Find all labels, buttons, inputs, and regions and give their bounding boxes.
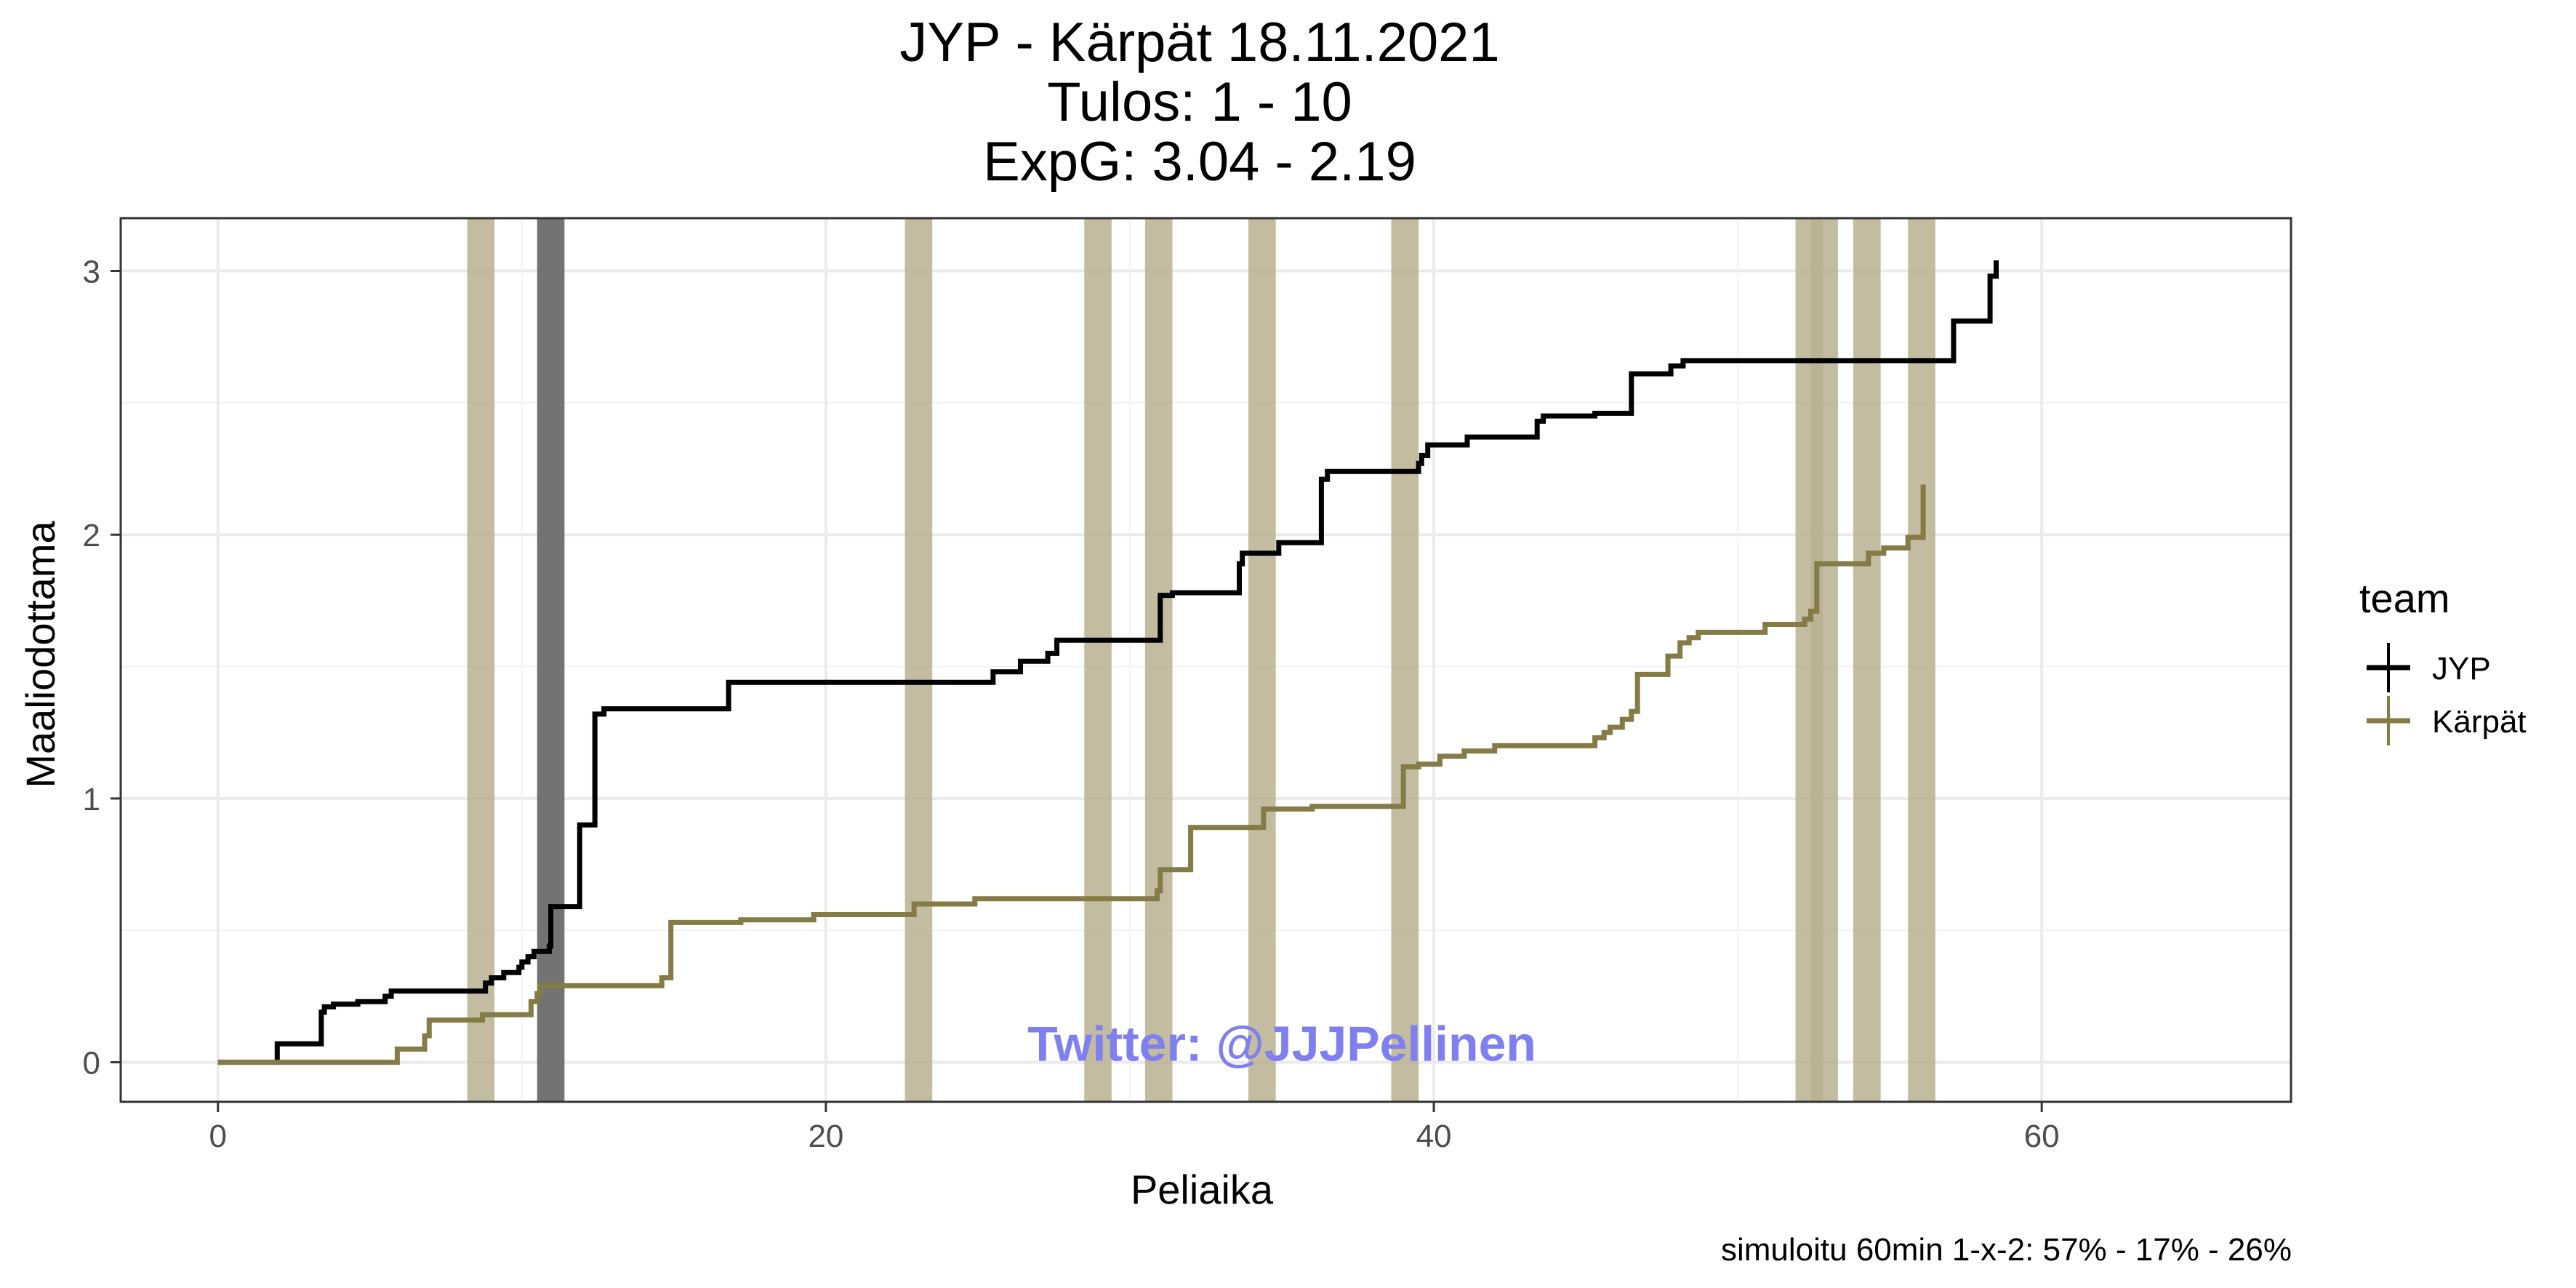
x-axis-title: Peliaika <box>1131 1167 1274 1212</box>
legend-item-karpat: Kärpät <box>2367 696 2527 745</box>
x-tick-label: 20 <box>808 1119 843 1154</box>
series-line-karpat <box>217 484 1926 1065</box>
y-axis-title: Maaliodottama <box>17 520 63 788</box>
plot-panel <box>121 218 2291 1102</box>
penalty-band-karpat <box>1248 218 1276 1102</box>
y-tick-label: 0 <box>83 1046 100 1081</box>
watermark-text: Twitter: @JJJPellinen <box>1027 1017 1536 1072</box>
x-axis-ticks: 0 20 40 60 <box>209 1102 2060 1154</box>
y-axis-ticks: 0 1 2 3 <box>83 255 121 1081</box>
penalty-band-karpat <box>467 218 495 1102</box>
x-tick-label: 40 <box>1416 1119 1452 1154</box>
penalty-band-karpat <box>1391 218 1419 1102</box>
plot-panel-border <box>119 217 2292 1103</box>
legend-item-jyp: JYP <box>2367 643 2491 692</box>
legend-label-karpat: Kärpät <box>2432 704 2527 740</box>
legend-title: team <box>2359 575 2450 621</box>
legend-label-jyp: JYP <box>2432 651 2491 687</box>
penalty-band-jyp <box>537 218 565 1102</box>
penalty-band-karpat <box>1084 218 1112 1102</box>
chart-title-line-2: Tulos: 1 - 10 <box>1047 71 1352 133</box>
penalty-band-karpat <box>1810 218 1839 1102</box>
x-tick-label: 60 <box>2024 1119 2060 1154</box>
series-lines <box>217 260 1999 1065</box>
penalty-band-karpat <box>1144 218 1173 1102</box>
penalty-band-karpat <box>1853 218 1881 1102</box>
legend: team JYP Kärpät <box>2359 575 2527 745</box>
penalty-band-karpat <box>904 218 933 1102</box>
penalty-bands <box>467 218 1935 1102</box>
x-tick-label: 0 <box>209 1119 227 1154</box>
chart-caption: simuloitu 60min 1-x-2: 57% - 17% - 26% <box>1721 1232 2292 1268</box>
y-tick-label: 2 <box>83 518 100 553</box>
y-tick-label: 1 <box>83 782 100 817</box>
y-tick-label: 3 <box>83 255 100 290</box>
chart-title-line-1: JYP - Kärpät 18.11.2021 <box>899 12 1499 73</box>
series-line-jyp <box>217 260 1999 1065</box>
chart-title-line-3: ExpG: 3.04 - 2.19 <box>983 131 1416 193</box>
penalty-band-karpat <box>1908 218 1935 1102</box>
